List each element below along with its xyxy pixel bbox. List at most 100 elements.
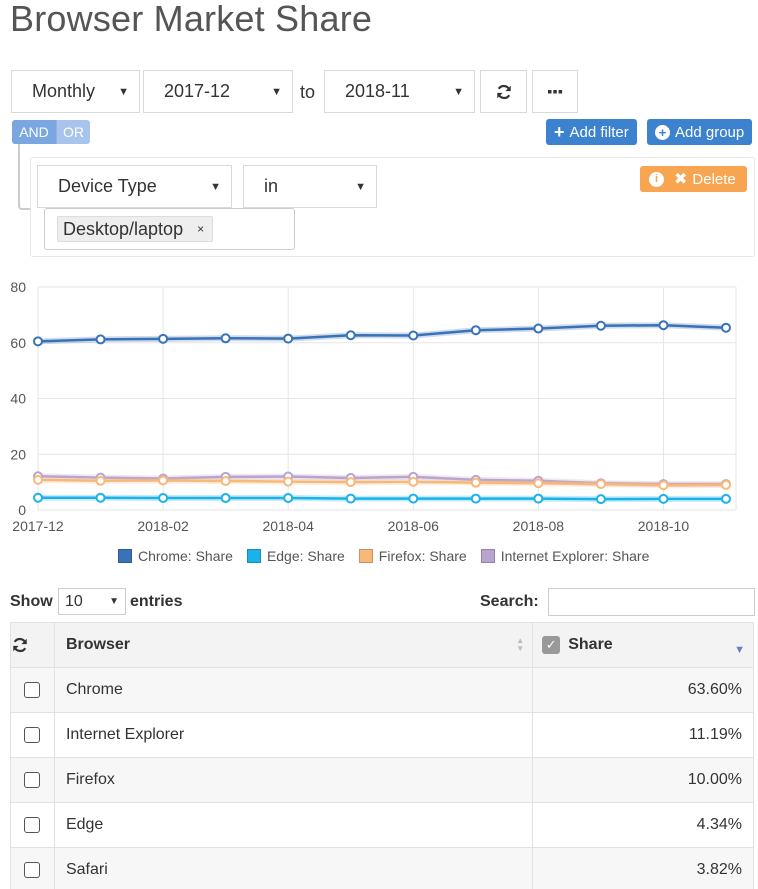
more-options-button[interactable] xyxy=(532,70,578,113)
browser-column-header[interactable]: Browser ▲ ▼ xyxy=(53,622,534,668)
y-tick-label: 80 xyxy=(10,279,26,295)
page-title: Browser Market Share xyxy=(10,0,373,39)
add-group-label: Add group xyxy=(675,123,745,141)
value-tag: Desktop/laptop × xyxy=(57,216,214,242)
from-date-select[interactable]: 2017-12 ▼ xyxy=(143,70,293,113)
tag-remove-icon[interactable]: × xyxy=(197,222,205,236)
data-point xyxy=(345,477,356,488)
operator-value: in xyxy=(264,176,279,196)
table-row[interactable]: Firefox 10.00% xyxy=(10,757,754,803)
data-point xyxy=(33,474,43,485)
refresh-icon xyxy=(496,84,511,99)
value-multiselect[interactable]: Desktop/laptop × xyxy=(44,208,295,250)
data-point xyxy=(533,493,544,504)
data-point xyxy=(158,475,169,486)
to-date-select[interactable]: 2018-11 ▼ xyxy=(324,70,475,113)
table-row[interactable]: Internet Explorer 11.19% xyxy=(10,712,754,758)
times-icon: ✖ xyxy=(674,171,688,188)
y-tick-label: 0 xyxy=(18,502,26,518)
row-checkbox-cell[interactable] xyxy=(10,757,55,803)
data-point xyxy=(220,333,231,344)
chevron-down-icon: ▼ xyxy=(118,85,129,98)
legend-label: Firefox: Share xyxy=(378,548,467,564)
legend-swatch xyxy=(118,549,132,563)
x-tick-label: 2018-04 xyxy=(262,518,314,534)
x-tick-label: 2018-10 xyxy=(638,518,690,534)
series-line xyxy=(37,323,727,343)
legend-swatch xyxy=(246,549,261,563)
logic-toggle: AND OR xyxy=(12,120,90,144)
operator-select[interactable]: in ▼ xyxy=(243,165,377,208)
data-point xyxy=(658,320,669,331)
table-row[interactable]: Chrome 63.60% xyxy=(10,667,754,713)
row-checkbox[interactable] xyxy=(24,681,41,698)
add-filter-button[interactable]: + Add filter xyxy=(546,119,637,145)
or-button[interactable]: OR xyxy=(56,120,90,144)
share-cell: 4.34% xyxy=(532,802,754,848)
chevron-down-icon: ▼ xyxy=(453,85,464,98)
legend-item[interactable]: Edge: Share xyxy=(246,548,345,564)
entries-label: entries xyxy=(130,593,183,610)
search-label: Search: xyxy=(480,593,539,610)
data-point xyxy=(595,479,606,490)
y-axis: 0 20 40 60 80 xyxy=(10,279,26,518)
table-row[interactable]: Edge 4.34% xyxy=(10,802,754,848)
data-point xyxy=(33,336,43,347)
data-point xyxy=(533,478,544,489)
delete-rule-button[interactable]: i ✖ Delete xyxy=(640,166,747,192)
data-point xyxy=(283,493,294,504)
data-point xyxy=(33,492,43,503)
legend-item[interactable]: Firefox: Share xyxy=(358,548,467,564)
data-point xyxy=(408,493,419,504)
field-select[interactable]: Device Type ▼ xyxy=(37,165,232,208)
period-select[interactable]: Monthly ▼ xyxy=(11,70,140,113)
table-row[interactable]: Safari 3.82% xyxy=(10,847,754,889)
refresh-column-header[interactable] xyxy=(10,622,55,668)
legend-item[interactable]: Internet Explorer: Share xyxy=(480,548,650,564)
data-point xyxy=(721,493,731,504)
data-point xyxy=(220,476,231,487)
value-tag-label: Desktop/laptop xyxy=(63,218,184,239)
to-label: to xyxy=(300,82,316,102)
data-point xyxy=(345,330,356,341)
from-date-value: 2017-12 xyxy=(164,81,231,101)
data-point xyxy=(533,323,544,334)
row-checkbox[interactable] xyxy=(24,861,41,878)
y-tick-label: 40 xyxy=(10,391,26,407)
series-line xyxy=(37,478,727,487)
row-checkbox-cell[interactable] xyxy=(10,667,55,713)
row-checkbox-cell[interactable] xyxy=(10,847,55,889)
share-cell: 10.00% xyxy=(532,757,754,803)
row-checkbox[interactable] xyxy=(24,726,41,743)
row-checkbox[interactable] xyxy=(24,816,41,833)
entries-select[interactable]: 10 ▼ xyxy=(58,588,126,615)
ellipsis-icon xyxy=(548,89,563,93)
sort-desc-icon: ▼ xyxy=(734,644,745,656)
share-column-header[interactable]: ✓ Share ▼ xyxy=(532,622,754,668)
chart-series xyxy=(33,320,731,505)
legend-item[interactable]: Chrome: Share xyxy=(118,548,233,564)
data-point xyxy=(470,493,481,504)
row-checkbox[interactable] xyxy=(24,771,41,788)
refresh-icon xyxy=(13,637,27,652)
legend-label: Internet Explorer: Share xyxy=(500,548,650,564)
data-point xyxy=(408,476,419,487)
row-checkbox-cell[interactable] xyxy=(10,802,55,848)
chevron-down-icon: ▼ xyxy=(210,180,221,193)
checked-icon: ✓ xyxy=(542,636,561,654)
add-group-button[interactable]: + Add group xyxy=(647,119,753,145)
data-point xyxy=(95,475,106,486)
info-icon: i xyxy=(649,171,664,187)
search-input[interactable] xyxy=(548,588,755,616)
data-point xyxy=(595,494,606,505)
y-tick-label: 60 xyxy=(10,335,26,351)
and-button[interactable]: AND xyxy=(12,120,56,144)
refresh-button[interactable] xyxy=(480,70,527,113)
browser-cell: Edge xyxy=(53,802,534,848)
data-point xyxy=(595,320,606,331)
to-date-value: 2018-11 xyxy=(345,81,410,101)
data-table: Browser ▲ ▼ ✓ Share ▼ Chrome 63.60% Interne… xyxy=(10,622,754,889)
data-point xyxy=(408,330,419,341)
chevron-down-icon: ▼ xyxy=(109,596,119,607)
row-checkbox-cell[interactable] xyxy=(10,712,55,758)
